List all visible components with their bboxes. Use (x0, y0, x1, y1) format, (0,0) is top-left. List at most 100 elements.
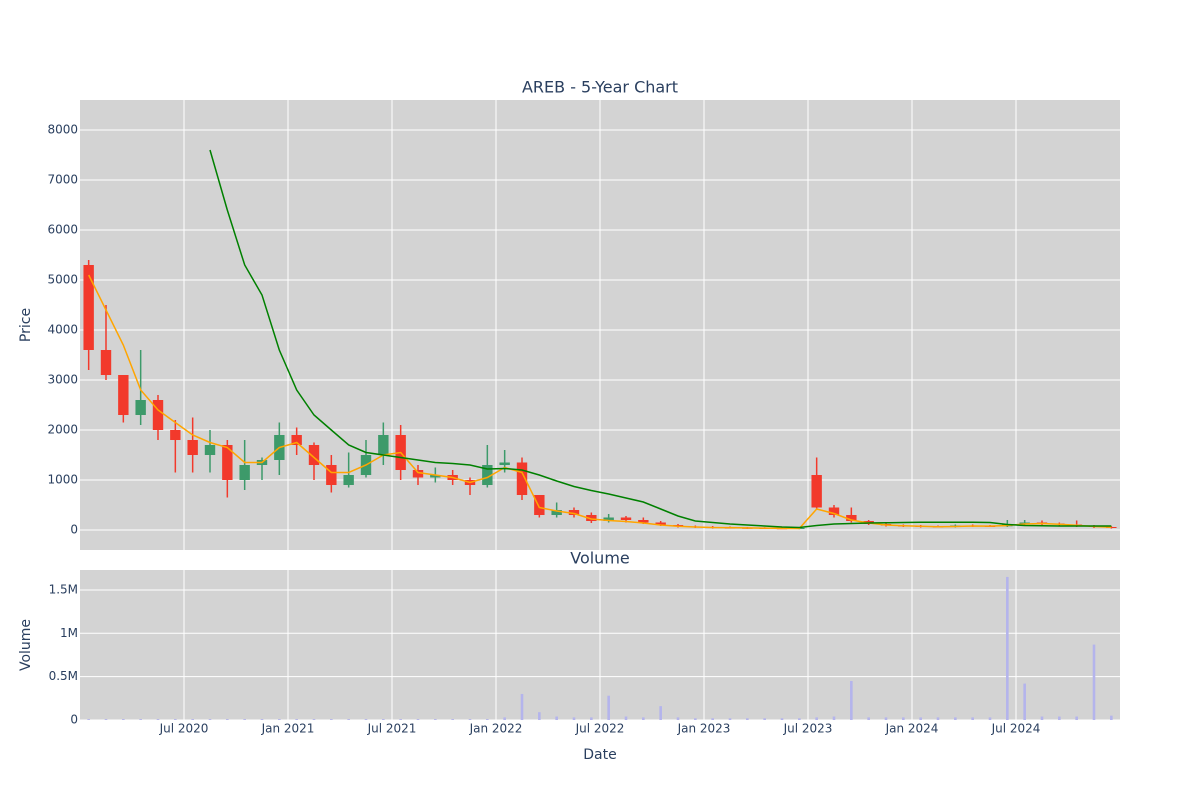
volume-bar (416, 719, 420, 720)
volume-bar (122, 719, 125, 720)
candle-body (516, 462, 528, 495)
volume-bar (399, 719, 402, 720)
candle-body (187, 440, 198, 455)
volume-bar (104, 719, 108, 720)
candle-body (499, 462, 510, 465)
volume-bar (87, 719, 90, 720)
candle-body (239, 465, 250, 480)
candle-body (534, 495, 545, 515)
volume-bar (1040, 716, 1044, 720)
volume-bar (226, 719, 229, 720)
y-tick-label: 1.5M (49, 582, 78, 596)
x-tick-label: Jan 2022 (469, 722, 523, 736)
volume-bar (763, 718, 766, 720)
y-tick-label: 2000 (47, 423, 78, 437)
volume-bar (572, 717, 576, 720)
x-tick-label: Jul 2024 (991, 722, 1041, 736)
y-tick-label: 8000 (47, 123, 78, 137)
candle-body (603, 517, 614, 521)
x-tick-label: Jul 2022 (575, 722, 625, 736)
volume-bar (728, 718, 732, 720)
candle-body (291, 435, 302, 445)
volume-bar (555, 716, 558, 720)
x-tick-label: Jul 2020 (159, 722, 209, 736)
volume-bar (590, 717, 593, 720)
volume-bar (850, 680, 853, 720)
x-axis-title: Date (583, 747, 616, 763)
volume-bar (1023, 683, 1026, 720)
volume-bar (278, 719, 281, 720)
volume-bar (330, 719, 333, 720)
candle-body (343, 475, 354, 485)
volume-bar (642, 717, 645, 720)
candle-body (1106, 527, 1117, 528)
candle-body (551, 510, 562, 515)
volume-bar (520, 693, 524, 720)
candle-body (1019, 522, 1030, 524)
volume-bar (746, 718, 749, 720)
volume-bar (694, 718, 697, 720)
volume-bar (798, 718, 801, 720)
mark-layer (83, 149, 1117, 720)
volume-bar (815, 717, 818, 720)
candle-body (326, 465, 337, 485)
volume-bar (624, 716, 628, 720)
volume-bar (902, 717, 905, 720)
volume-bar (1075, 716, 1078, 720)
candle-body (568, 510, 580, 515)
volume-bar (156, 719, 160, 720)
y-tick-label: 0 (70, 713, 78, 727)
candle-body (222, 445, 233, 480)
candle-body (811, 475, 822, 508)
volume-bar (382, 719, 385, 720)
y-tick-label: 4000 (47, 323, 78, 337)
x-tick-label: Jul 2023 (783, 722, 833, 736)
volume-bar (364, 719, 368, 720)
x-tick-label: Jan 2021 (261, 722, 315, 736)
volume-bar (1058, 716, 1061, 720)
volume-bar (260, 719, 264, 720)
volume-bar (434, 719, 437, 720)
candle-body (204, 445, 216, 455)
y-axis-title: Price (18, 308, 34, 342)
moving-average-line (88, 274, 1112, 530)
volume-bar (676, 717, 680, 720)
y-tick-label: 0 (70, 523, 78, 537)
candle-body (118, 375, 129, 415)
y-tick-label: 3000 (47, 373, 78, 387)
volume-bar (243, 719, 246, 720)
y-tick-label: 5000 (47, 273, 78, 287)
candle-body (586, 515, 597, 521)
x-tick-label: Jul 2021 (367, 722, 417, 736)
volume-bar (295, 719, 298, 720)
volume-bar (971, 717, 974, 720)
candle-body (430, 475, 441, 478)
volume-bar (1006, 576, 1009, 720)
volume-bar (208, 719, 212, 720)
y-tick-label: 1M (60, 626, 78, 640)
volume-bar (312, 719, 316, 720)
candle-body (620, 517, 632, 520)
volume-bar (867, 717, 870, 720)
candle-body (378, 435, 389, 455)
candle-body (135, 400, 146, 415)
volume-bar (954, 717, 957, 720)
volume-title: Volume (570, 549, 630, 568)
volume-bar (780, 718, 784, 720)
volume-bar (711, 718, 714, 720)
volume-bar (1110, 715, 1113, 720)
candle-body (83, 265, 94, 350)
chart-title: AREB - 5-Year Chart (522, 78, 678, 97)
candle-body (846, 515, 857, 521)
volume-bar (538, 712, 541, 720)
volume-bar (919, 717, 922, 720)
y-tick-label: 1000 (47, 473, 78, 487)
y-tick-label: 0.5M (49, 669, 78, 683)
x-tick-label: Jan 2024 (885, 722, 939, 736)
y-axis-title: Volume (18, 619, 34, 671)
x-tick-label: Jan 2023 (677, 722, 731, 736)
candle-body (308, 445, 320, 465)
candle-body (170, 430, 181, 440)
